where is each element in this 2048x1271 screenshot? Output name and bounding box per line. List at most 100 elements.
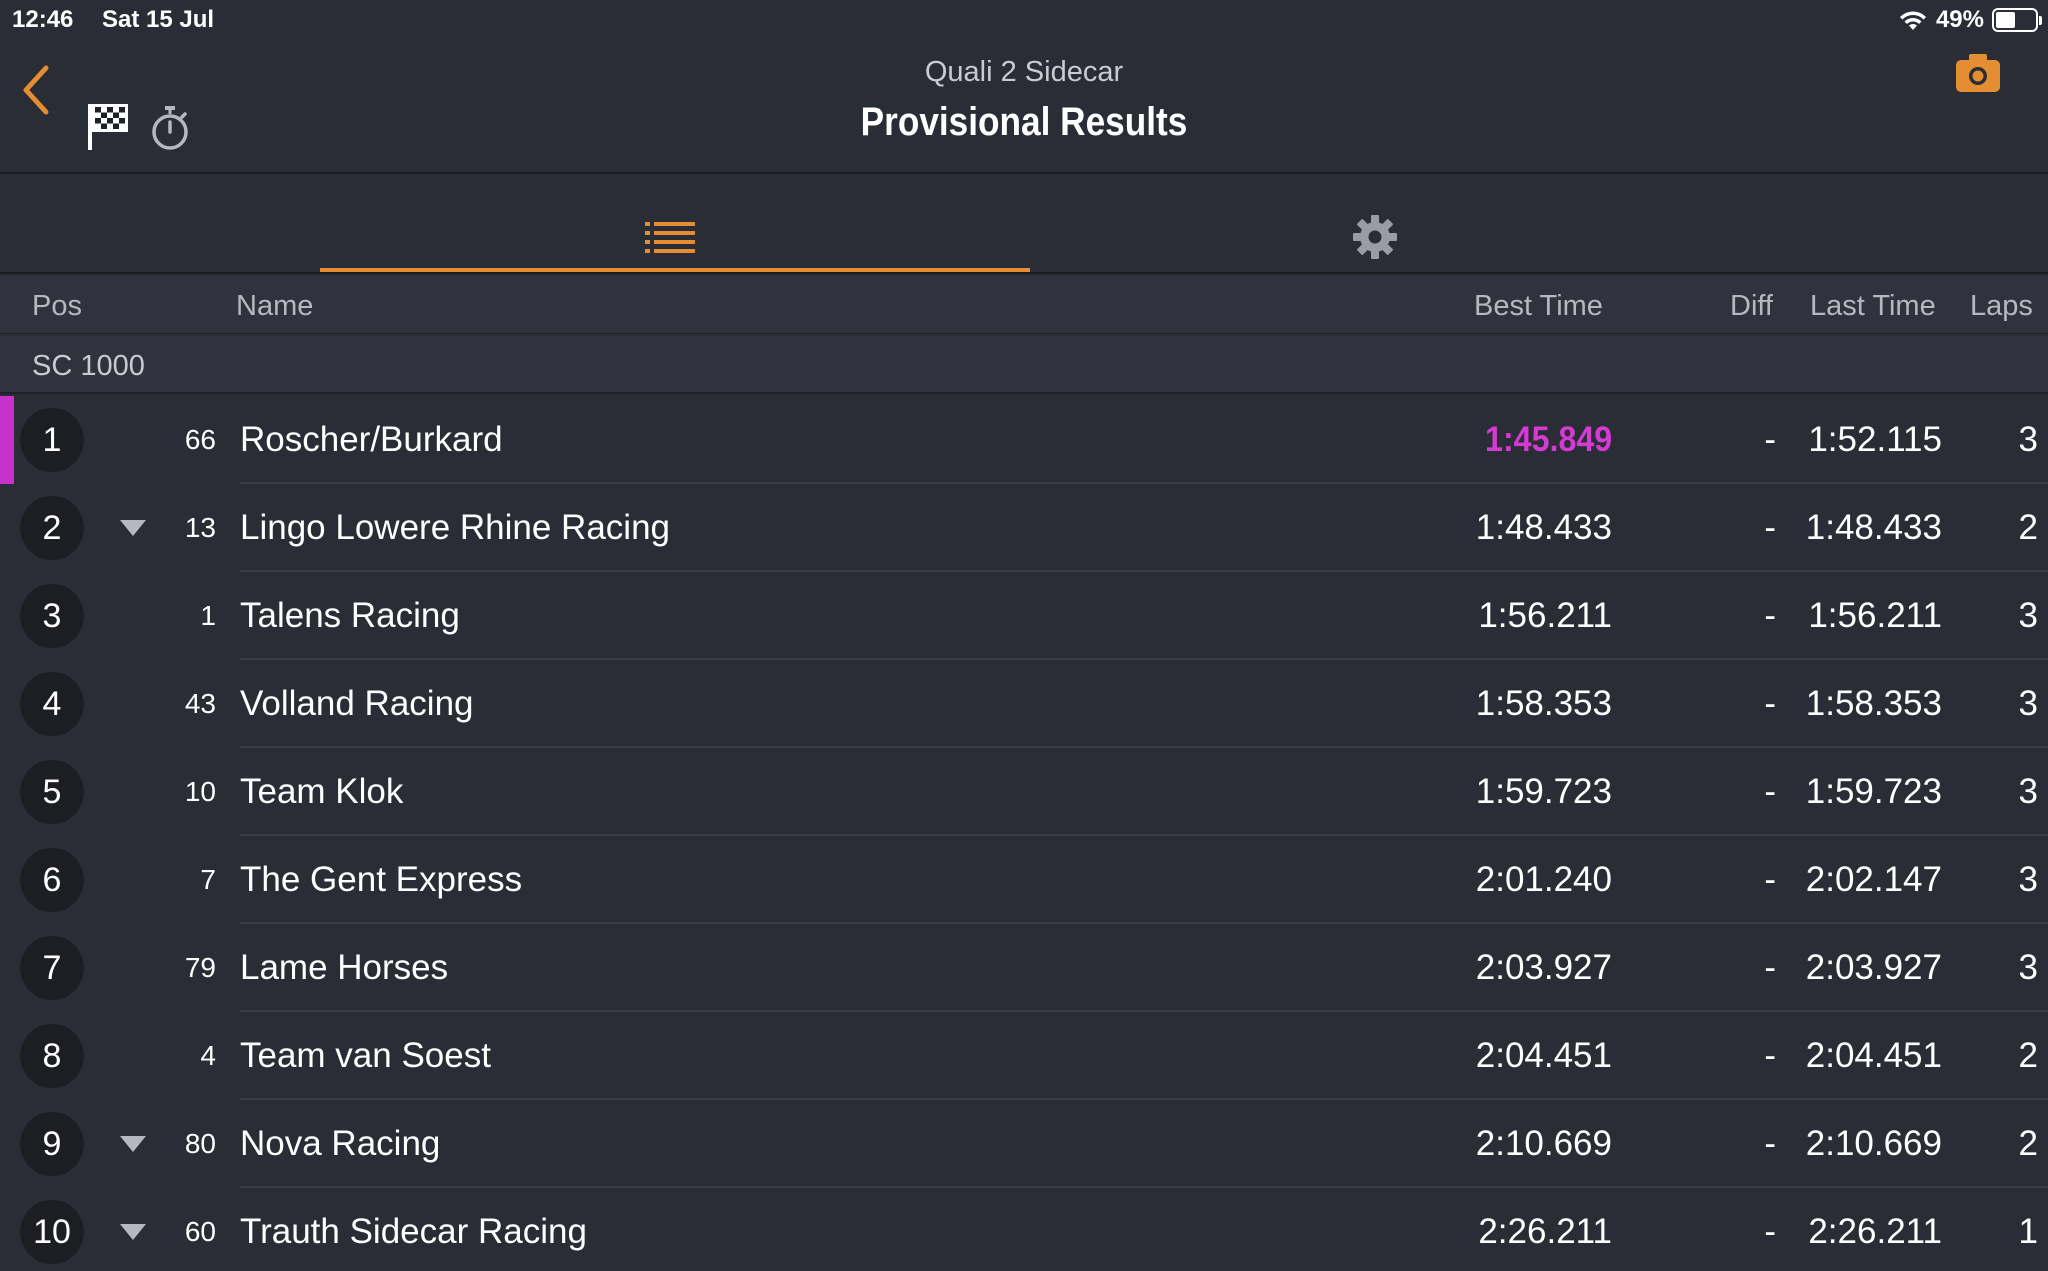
back-button[interactable] bbox=[18, 60, 58, 120]
laps-count: 3 bbox=[2018, 772, 2038, 811]
position-number: 1 bbox=[42, 420, 62, 459]
competitor-name: Lingo Lowere Rhine Racing bbox=[240, 508, 670, 547]
position-badge: 3 bbox=[20, 584, 84, 648]
row-divider bbox=[240, 658, 2048, 660]
tab-settings[interactable] bbox=[1030, 176, 1730, 274]
diff-value: - bbox=[1764, 684, 1776, 723]
bib-number: 7 bbox=[200, 864, 216, 895]
position-badge: 5 bbox=[20, 760, 84, 824]
column-pos[interactable]: Pos bbox=[32, 290, 82, 322]
position-badge: 10 bbox=[20, 1200, 84, 1264]
status-date: Sat 15 Jul bbox=[102, 6, 215, 33]
column-header: Pos Name Best Time Diff Last Time Laps bbox=[0, 276, 2048, 334]
fastest-lap-marker bbox=[0, 396, 14, 484]
battery-percentage: 49% bbox=[1935, 6, 1984, 33]
position-number: 7 bbox=[42, 948, 62, 987]
table-row[interactable]: 5 10 Team Klok 1:59.723-1:59.723 3 bbox=[0, 748, 2048, 836]
nav-header: Quali 2 Sidecar Provisional Results bbox=[0, 40, 2048, 174]
laps-count: 2 bbox=[2018, 1036, 2038, 1075]
table-row[interactable]: 10 60 Trauth Sidecar Racing 2:26.211-2:26.2… bbox=[0, 1188, 2048, 1271]
best-time: 1:59.723 bbox=[1475, 772, 1612, 811]
row-divider bbox=[240, 1010, 2048, 1012]
row-divider bbox=[240, 922, 2048, 924]
competitor-name: Volland Racing bbox=[240, 684, 474, 723]
last-time: 2:04.451 bbox=[1805, 1036, 1942, 1075]
bib-number: 10 bbox=[184, 776, 216, 807]
table-row[interactable]: 9 80 Nova Racing 2:10.669-2:10.669 2 bbox=[0, 1100, 2048, 1188]
position-number: 6 bbox=[42, 860, 62, 899]
bib-number: 1 bbox=[200, 600, 216, 631]
diff-value: - bbox=[1764, 596, 1776, 635]
list-icon bbox=[645, 222, 695, 253]
last-time: 1:48.433 bbox=[1805, 508, 1942, 547]
position-down-icon bbox=[120, 1224, 146, 1240]
best-time: 2:03.927 bbox=[1475, 948, 1612, 987]
bib-number: 4 bbox=[200, 1040, 216, 1071]
competitor-name: Trauth Sidecar Racing bbox=[240, 1212, 587, 1251]
row-divider bbox=[240, 570, 2048, 572]
column-best-time[interactable]: Best Time bbox=[1474, 290, 1603, 322]
table-row[interactable]: 4 43 Volland Racing 1:58.353-1:58.353 3 bbox=[0, 660, 2048, 748]
checkered-flag-icon[interactable] bbox=[86, 100, 132, 152]
active-tab-indicator bbox=[320, 268, 1030, 272]
bib-number: 80 bbox=[184, 1128, 216, 1159]
position-number: 5 bbox=[42, 772, 62, 811]
position-badge: 9 bbox=[20, 1112, 84, 1176]
battery-icon bbox=[1992, 8, 2042, 32]
bib-number: 13 bbox=[184, 512, 216, 543]
status-bar: 12:46 Sat 15 Jul 49% bbox=[0, 0, 2048, 40]
position-badge: 1 bbox=[20, 408, 84, 472]
table-row[interactable]: 8 4 Team van Soest 2:04.451-2:04.451 2 bbox=[0, 1012, 2048, 1100]
table-row[interactable]: 6 7 The Gent Express 2:01.240 -2:02.147 3 bbox=[0, 836, 2048, 924]
column-last-time[interactable]: Last Time bbox=[1810, 290, 1936, 322]
competitor-name: Nova Racing bbox=[240, 1124, 441, 1163]
last-time: 2:02.147 bbox=[1805, 860, 1942, 899]
laps-count: 3 bbox=[2018, 596, 2038, 635]
laps-count: 1 bbox=[2018, 1212, 2038, 1251]
diff-value: - bbox=[1764, 1124, 1776, 1163]
position-down-icon bbox=[120, 1136, 146, 1152]
competitor-name: The Gent Express bbox=[240, 860, 523, 899]
position-badge: 8 bbox=[20, 1024, 84, 1088]
tab-bar bbox=[0, 176, 2048, 274]
last-time: 2:26.211 bbox=[1808, 1212, 1942, 1251]
position-badge: 4 bbox=[20, 672, 84, 736]
bib-number: 66 bbox=[184, 424, 216, 455]
diff-value: - bbox=[1764, 420, 1776, 459]
column-laps[interactable]: Laps bbox=[1970, 290, 2033, 322]
table-row[interactable]: 7 79 Lame Horses 2:03.927-2:03.927 3 bbox=[0, 924, 2048, 1012]
class-group-label: SC 1000 bbox=[32, 350, 145, 382]
best-time: 1:45.849 bbox=[1484, 420, 1612, 459]
status-time: 12:46 bbox=[12, 6, 74, 33]
table-row[interactable]: 3 1 Talens Racing 1:56.211-1:56.211 3 bbox=[0, 572, 2048, 660]
row-divider bbox=[240, 1186, 2048, 1188]
position-badge: 7 bbox=[20, 936, 84, 1000]
position-down-icon bbox=[120, 520, 146, 536]
battery-level-fill bbox=[1996, 12, 2015, 28]
table-row[interactable]: 2 13 Lingo Lowere Rhine Racing 1:48.433-1:4… bbox=[0, 484, 2048, 572]
last-time: 1:52.115 bbox=[1808, 420, 1942, 459]
diff-value: - bbox=[1764, 860, 1776, 899]
diff-value: - bbox=[1764, 508, 1776, 547]
competitor-name: Roscher/Burkard bbox=[240, 420, 503, 459]
last-time: 1:59.723 bbox=[1805, 772, 1942, 811]
bib-number: 79 bbox=[184, 952, 216, 983]
column-name[interactable]: Name bbox=[236, 290, 314, 322]
best-time: 1:56.211 bbox=[1478, 596, 1612, 635]
gear-icon bbox=[1353, 215, 1397, 259]
laps-count: 2 bbox=[2018, 1124, 2038, 1163]
laps-count: 3 bbox=[2018, 860, 2038, 899]
best-time: 1:58.353 bbox=[1475, 684, 1612, 723]
page-title: Provisional Results bbox=[860, 100, 1188, 144]
last-time: 1:56.211 bbox=[1808, 596, 1942, 635]
wifi-icon bbox=[1899, 11, 1926, 30]
laps-count: 3 bbox=[2018, 948, 2038, 987]
position-number: 8 bbox=[42, 1036, 62, 1075]
stopwatch-icon[interactable] bbox=[148, 104, 192, 152]
column-diff[interactable]: Diff bbox=[1730, 290, 1773, 322]
table-row[interactable]: 1 66 Roscher/Burkard 1:45.849 -1:52.115 3 bbox=[0, 396, 2048, 484]
tab-results-list[interactable] bbox=[320, 176, 1030, 274]
bib-number: 60 bbox=[184, 1216, 216, 1247]
position-number: 9 bbox=[42, 1124, 62, 1163]
camera-button[interactable] bbox=[1954, 52, 2002, 94]
